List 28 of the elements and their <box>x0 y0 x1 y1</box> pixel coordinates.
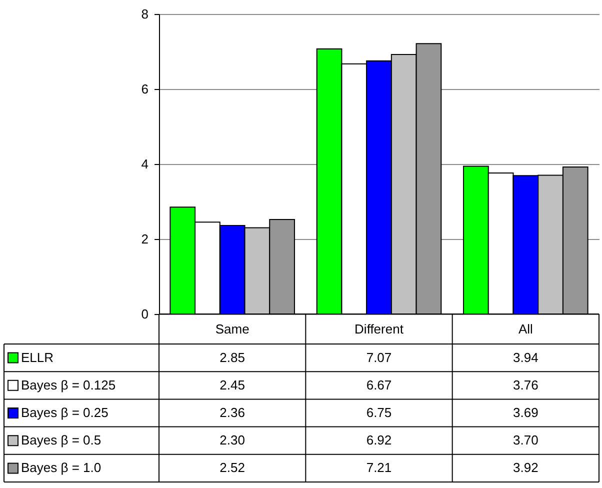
legend-label: Bayes β = 0.125 <box>21 377 116 392</box>
x-tick-label: All <box>518 322 533 336</box>
x-tick-label: Same <box>215 322 250 336</box>
data-label: 7.21 <box>366 460 392 476</box>
data-label: 7.07 <box>366 350 392 365</box>
data-label: 2.45 <box>220 377 245 392</box>
legend-label: ELLR <box>21 350 54 365</box>
data-label: 3.76 <box>513 377 538 392</box>
y-tick-label: 8 <box>141 6 148 22</box>
data-label: 3.94 <box>513 350 538 365</box>
y-tick-label: 6 <box>141 82 148 96</box>
data-label: 3.69 <box>513 405 538 420</box>
data-label: 2.85 <box>220 350 245 365</box>
data-label: 2.36 <box>220 405 245 420</box>
data-label: 3.92 <box>513 460 538 476</box>
y-tick-label: 2 <box>141 232 148 246</box>
data-label: 2.52 <box>220 460 245 476</box>
x-tick-label: Different <box>354 322 404 336</box>
y-tick-label: 0 <box>141 306 148 322</box>
data-label: 6.92 <box>366 432 392 448</box>
legend-label: Bayes β = 0.5 <box>21 432 102 448</box>
legend-label: Bayes β = 0.25 <box>21 405 108 420</box>
data-label: 3.70 <box>513 432 538 448</box>
data-label: 6.75 <box>366 405 392 420</box>
data-label: 2.30 <box>220 432 245 448</box>
data-label: 6.67 <box>366 377 392 392</box>
y-tick-label: 4 <box>141 156 148 172</box>
legend-label: Bayes β = 1.0 <box>21 460 102 476</box>
